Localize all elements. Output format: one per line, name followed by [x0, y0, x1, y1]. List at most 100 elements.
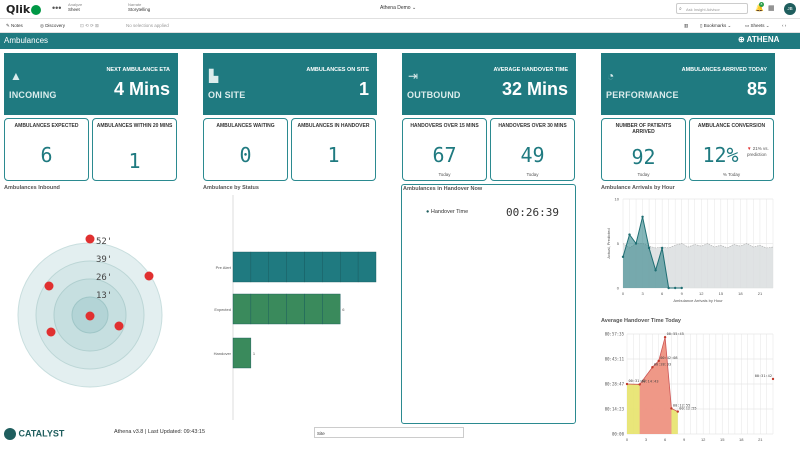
kpi-incoming[interactable]: ▲ INCOMING NEXT AMBULANCE ETA 4 Mins [4, 53, 178, 115]
panel-title-handover: Ambulances in Handover Now [403, 186, 483, 192]
bookmarks-button[interactable]: ▯ Bookmarks ⌄ [700, 23, 732, 28]
actual-point [628, 233, 631, 236]
category-label: Expected [214, 307, 231, 312]
sheet-toolbar: ✎ Notes ◎ Discovery ⊡ ⟲ ⟳ ⊠ No selection… [0, 19, 800, 33]
search-input[interactable]: ⌕ Ask Insight Advisor [676, 3, 748, 14]
bar-segment [232, 293, 252, 325]
discovery-button[interactable]: ◎ Discovery [40, 23, 65, 28]
sheets-button[interactable]: ▭ Sheets ⌄ [745, 23, 770, 28]
handover-point [670, 407, 673, 410]
tab-analyze-caption: Analyze [68, 2, 83, 7]
ambulance-dot[interactable] [85, 234, 95, 244]
y-tick-label: 00:57:35 [605, 332, 625, 337]
subkpi-handover[interactable]: AMBULANCES IN HANDOVER 1 [291, 118, 376, 181]
search-placeholder: Ask Insight Advisor [686, 7, 720, 12]
conversion-note-text: 21% vs. prediction [747, 146, 769, 157]
athena-logo-text: ATHENA [746, 35, 780, 44]
x-tick-label: 15 [719, 291, 724, 296]
logo-dot-icon [31, 5, 42, 15]
kpi-label: AMBULANCES ARRIVED TODAY [681, 67, 767, 73]
actual-point [641, 215, 644, 218]
subkpi-within-20[interactable]: AMBULANCES WITHIN 20 MINS 1 [92, 118, 177, 181]
bar-value-label: 6 [342, 307, 345, 312]
x-tick-label: 6 [661, 291, 664, 296]
actual-point [654, 269, 657, 272]
ambulance-dot[interactable] [144, 271, 154, 281]
actual-point [680, 286, 683, 290]
handover-now-panel: Ambulances in Handover Now ● Handover Ti… [401, 184, 576, 424]
subkpi-value: 12% [702, 143, 739, 167]
athena-logo-icon: ⊕ [738, 35, 745, 44]
bar-segment [268, 293, 287, 325]
subkpi-label: AMBULANCES EXPECTED [14, 123, 79, 129]
subkpi-patients[interactable]: NUMBER OF PATIENTS ARRIVED 92 Today [601, 118, 686, 181]
handover-point [638, 383, 641, 386]
ambulance-dot[interactable] [44, 281, 54, 291]
arrivals-line-chart[interactable]: 0 5 10 0 3 6 9 12 15 18 21 Ambulance Arrivals by Ho… [601, 193, 776, 311]
x-tick-label: 0 [626, 437, 629, 442]
subkpi-value: 67 [432, 143, 457, 167]
kpi-name: ON SITE [208, 90, 246, 100]
actual-area [623, 216, 682, 288]
page-title: Ambulances [4, 36, 49, 45]
kpi-name: OUTBOUND [407, 90, 461, 100]
avatar[interactable]: JB [784, 3, 796, 15]
catalyst-logo-icon [4, 428, 16, 440]
subkpi-label: NUMBER OF PATIENTS ARRIVED [615, 123, 672, 135]
subkpi-foot: % Today [722, 172, 741, 177]
tab-narrate-label: Storytelling [128, 7, 151, 12]
y-tick-label: 10 [615, 197, 620, 202]
tab-narrate[interactable]: Narrate Storytelling [128, 2, 150, 12]
radar-label: 26' [96, 273, 112, 283]
subkpi-value: 92 [631, 145, 656, 169]
kpi-value: 32 Mins [501, 79, 568, 99]
ambulance-dot[interactable] [46, 327, 56, 337]
layout-icon[interactable]: ▥ [684, 23, 689, 28]
handover-point [663, 335, 667, 339]
bar-segment [304, 251, 323, 283]
bar-segment [286, 251, 305, 283]
subkpi-over-30[interactable]: HANDOVERS OVER 30 MINS 49 Today [490, 118, 575, 181]
inbound-radar[interactable]: 52' 39' 26' 13' [15, 225, 165, 395]
kpi-on-site[interactable]: ▙ ON SITE AMBULANCES ON SITE 1 [203, 53, 377, 115]
notification-badge: 8 [759, 2, 764, 7]
ambulance-dot[interactable] [85, 311, 95, 321]
bar-segment [232, 337, 252, 369]
kpi-outbound[interactable]: ⇥ OUTBOUND AVERAGE HANDOVER TIME 32 Mins [402, 53, 576, 115]
apps-grid-icon[interactable]: ▦ [768, 5, 775, 12]
actual-point [647, 246, 651, 250]
y-tick-label: 00:00 [612, 432, 625, 437]
prev-sheet-icon[interactable]: ‹ › [782, 23, 787, 28]
notes-button[interactable]: ✎ Notes [6, 23, 23, 28]
catalyst-logo-text: CATALYST [18, 428, 65, 439]
gauge-icon: ◔ [607, 69, 615, 83]
subkpi-over-15[interactable]: HANDOVERS OVER 15 MINS 67 Today [402, 118, 487, 181]
avg-handover-chart[interactable]: 00:00 00:14:23 00:28:47 00:43:11 00:57:35 0 3 6… [601, 326, 776, 448]
site-filter[interactable]: Site [314, 427, 464, 438]
subkpi-waiting[interactable]: AMBULANCES WAITING 0 [203, 118, 288, 181]
kpi-label: AMBULANCES ON SITE [306, 67, 369, 73]
handover-label: ● Handover Time [426, 209, 468, 215]
handover-point [651, 366, 654, 369]
actual-point [667, 286, 670, 290]
subkpi-label: HANDOVERS OVER 30 MINS [498, 123, 567, 129]
tab-analyze[interactable]: Analyze Sheet [68, 2, 82, 12]
more-menu-icon[interactable]: ••• [52, 3, 62, 13]
qlik-logo[interactable]: Qlik [6, 3, 42, 16]
subkpi-conversion[interactable]: AMBULANCE CONVERSION 12% ▼ 21% vs. predi… [689, 118, 774, 181]
status-bar-chart[interactable]: Pre Alert8Expected6Handover1 [203, 195, 378, 420]
kpi-performance[interactable]: ◔ PERFORMANCE AMBULANCES ARRIVED TODAY 8… [601, 53, 775, 115]
subkpi-expected[interactable]: AMBULANCES EXPECTED 6 [4, 118, 89, 181]
app-title[interactable]: Athena Demo ⌄ [380, 5, 416, 11]
x-tick-label: 3 [641, 291, 644, 296]
ambulance-dot[interactable] [114, 321, 124, 331]
panel-title-arrivals: Ambulance Arrivals by Hour [601, 185, 675, 191]
actual-line [622, 216, 682, 289]
bar-value-label: 1 [253, 351, 256, 356]
kpi-value: 4 Mins [113, 79, 170, 99]
selections-status: No selections applied [126, 23, 169, 28]
selection-tools-icon[interactable]: ⊡ ⟲ ⟳ ⊠ [80, 23, 99, 28]
exit-icon: ⇥ [408, 69, 419, 83]
tab-narrate-caption: Narrate [128, 2, 142, 7]
notifications-icon[interactable]: 🔔 [755, 5, 764, 12]
